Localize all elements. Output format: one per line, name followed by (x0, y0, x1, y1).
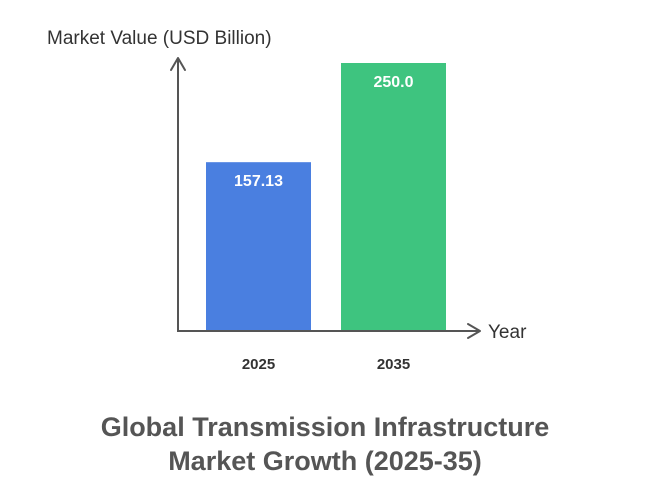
x-tick-label-2025: 2025 (242, 356, 275, 373)
y-axis-label: Market Value (USD Billion) (47, 28, 272, 49)
x-axis-arrow (467, 323, 481, 339)
bar-value-label-2035: 250.0 (373, 74, 413, 91)
x-axis-label: Year (488, 322, 527, 343)
y-axis-arrow (170, 57, 186, 71)
chart-title-line-2: Market Growth (2025-35) (168, 446, 482, 476)
chart-title-line-1: Global Transmission Infrastructure (100, 412, 550, 442)
x-tick-label-2035: 2035 (377, 356, 410, 373)
bar-2025 (206, 162, 311, 330)
bar-value-label-2025: 157.13 (234, 173, 283, 190)
bars-group: 157.13 2025 250.0 2035 (206, 63, 446, 373)
chart-title: Global Transmission Infrastructure Marke… (0, 410, 650, 478)
bar-2035 (341, 63, 446, 330)
